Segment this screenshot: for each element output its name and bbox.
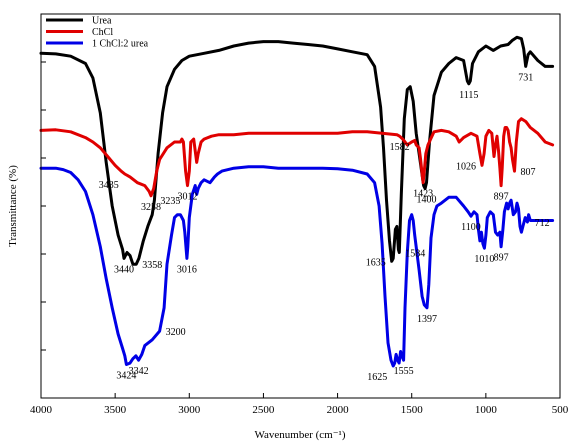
peak-label: 1010 [474, 254, 494, 265]
x-tick-label: 2000 [327, 404, 350, 416]
peak-label: 1625 [367, 372, 387, 383]
peak-label: 3258 [141, 202, 161, 213]
peak-label: 1423 [413, 189, 433, 200]
x-tick-label: 1000 [475, 404, 498, 416]
x-tick-label: 500 [552, 404, 569, 416]
peak-label: 1026 [456, 161, 476, 172]
peak-label: 3440 [114, 264, 134, 275]
x-axis-title: Wavenumber (cm⁻¹) [255, 429, 346, 441]
x-tick-label: 4000 [30, 404, 53, 416]
x-tick-label: 3500 [104, 404, 127, 416]
peak-label: 3016 [177, 264, 197, 275]
peak-label: 3358 [142, 260, 162, 271]
y-axis-title: Transmittance (%) [7, 165, 19, 247]
peak-label: 712 [535, 218, 550, 229]
peak-label: 1635 [366, 257, 386, 268]
peak-label: 1115 [459, 90, 478, 101]
peak-label: 731 [518, 72, 533, 83]
peak-label: 3012 [178, 192, 198, 203]
peak-label: 897 [494, 253, 509, 264]
peak-label: 1100 [461, 222, 481, 233]
axis-layer: 4000 3500 3000 2500 2000 1500 1000 500 [30, 13, 569, 416]
peak-label: 3235 [160, 196, 180, 207]
peak-label: 897 [494, 192, 509, 203]
series-layer [39, 35, 555, 368]
peak-label: 3435 [99, 180, 119, 191]
x-tick-label: 1500 [401, 404, 424, 416]
peak-label: 3424 [116, 371, 136, 382]
x-tick-label: 2500 [252, 404, 275, 416]
legend-label: Urea [92, 16, 112, 27]
peak-label: 1397 [417, 314, 437, 325]
peak-label: 3200 [166, 327, 186, 338]
series-line-3 [39, 165, 555, 368]
peak-label: 1584 [405, 249, 425, 260]
legend-label: 1 ChCl:2 urea [92, 39, 149, 50]
series-line-1 [39, 35, 555, 266]
series-line-2 [39, 117, 555, 198]
peak-label: 3342 [129, 366, 149, 377]
annotation-layer: 3440 3358 3235 1635 1584 1400 1115 731 3435 3258 3… [99, 72, 550, 383]
peak-label: 1400 [417, 195, 437, 206]
peak-label: 807 [521, 167, 536, 178]
x-tick-label: 3000 [178, 404, 201, 416]
peak-label: 1555 [394, 366, 414, 377]
legend-label: ChCl [92, 27, 113, 38]
peak-label: 1582 [390, 142, 410, 153]
